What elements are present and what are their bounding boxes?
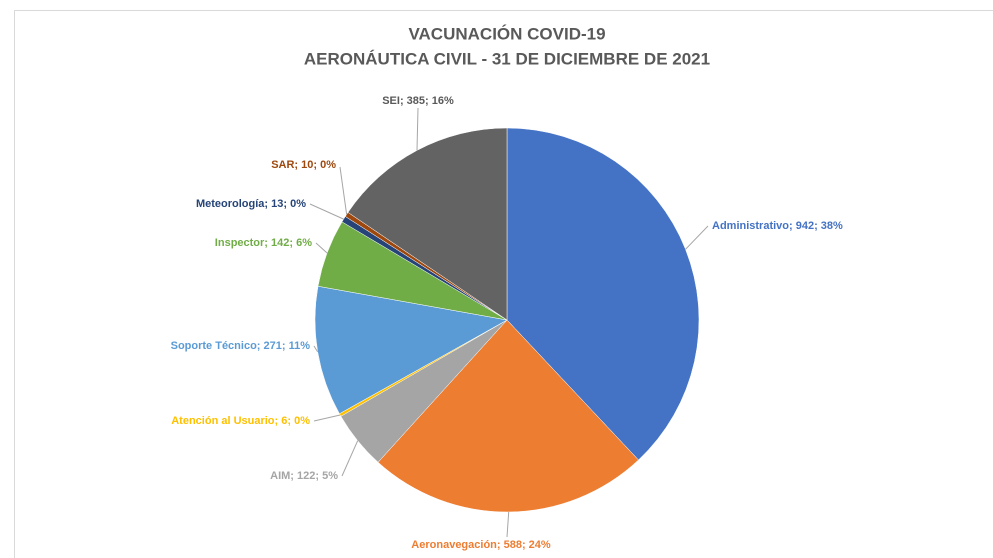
data-label: Aeronavegación; 588; 24% — [411, 539, 551, 551]
leader-line — [506, 511, 510, 538]
data-label: AIM; 122; 5% — [270, 470, 338, 482]
pie-slice — [377, 319, 639, 513]
pie-slice — [314, 285, 508, 415]
leader-line — [313, 414, 341, 422]
data-label: Meteorología; 13; 0% — [196, 198, 306, 210]
leader-line — [339, 166, 348, 215]
pie-slice — [347, 127, 508, 321]
chart-title: VACUNACIÓN COVID-19 — [408, 24, 605, 43]
chart-subtitle: AERONÁUTICA CIVIL - 31 DE DICIEMBRE DE 2… — [304, 49, 710, 68]
leader-line — [309, 203, 344, 220]
leader-line — [416, 107, 419, 151]
data-label: Administrativo; 942; 38% — [712, 220, 843, 232]
leader-line — [313, 345, 319, 353]
data-label: SEI; 385; 16% — [382, 95, 454, 107]
leader-line — [685, 225, 709, 250]
data-label: Atención al Usuario; 6; 0% — [171, 415, 310, 427]
pie-slice — [506, 127, 700, 461]
data-label: SAR; 10; 0% — [271, 159, 336, 171]
leader-line — [315, 242, 328, 254]
leader-line — [341, 440, 359, 477]
data-label: Inspector; 142; 6% — [215, 237, 312, 249]
data-label: Soporte Técnico; 271; 11% — [171, 340, 311, 352]
